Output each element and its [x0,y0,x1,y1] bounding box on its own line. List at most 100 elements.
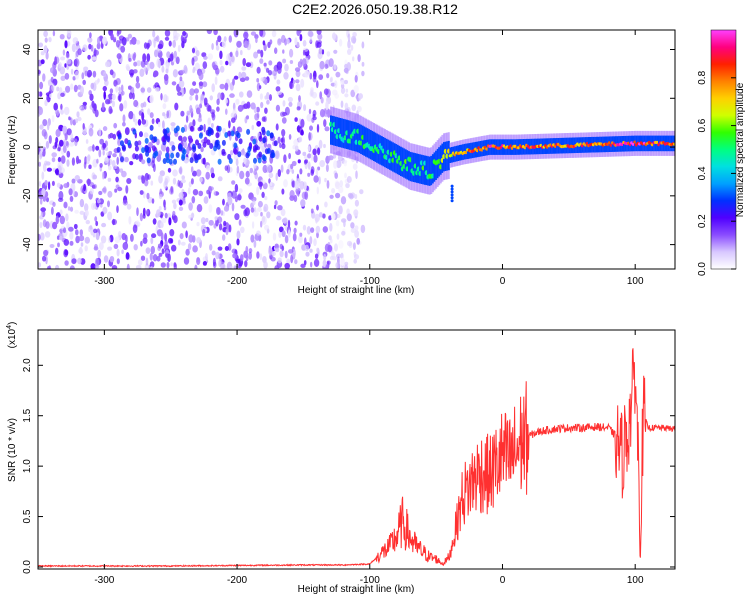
noise-cell [260,77,265,82]
noise-cell [163,199,166,208]
noise-cell [107,200,110,208]
noise-cell [46,167,53,172]
noise-cell [158,193,163,200]
noise-cell [55,215,59,225]
noise-cell [293,139,299,147]
noise-cell [235,98,240,105]
noise-cell [162,120,165,129]
noise-cell [231,117,236,123]
noise-cell [178,192,184,199]
noise-cell [147,108,151,115]
noise-cell [210,172,215,179]
noise-cell [226,164,231,174]
noise-cell [257,200,263,208]
noise-cell [107,236,111,244]
noise-cell [189,157,194,164]
noise-cell [231,190,237,199]
noise-cell [359,189,364,195]
noise-cell [248,251,252,260]
noise-cell [269,181,273,186]
noise-cell [281,230,286,238]
noise-cell [214,216,219,221]
noise-cell [93,184,97,189]
noise-cell [275,172,278,181]
noise-cell [314,253,319,259]
noise-cell [166,213,171,219]
noise-cell [196,257,201,265]
noise-cell [262,40,266,46]
noise-cell [262,137,267,144]
noise-cell [284,262,290,269]
noise-cell [117,133,122,140]
noise-cell [313,238,317,247]
noise-cell [87,73,92,78]
noise-cell [307,145,311,152]
noise-cell [318,212,323,218]
noise-cell [207,117,211,126]
noise-cell [95,220,99,227]
noise-cell [66,221,70,230]
noise-cell [119,152,122,158]
noise-cell [253,163,257,169]
noise-cell [293,194,298,203]
noise-cell [335,220,340,227]
noise-cell [317,166,321,171]
noise-cell [98,149,102,158]
noise-cell [299,180,305,190]
noise-cell [146,53,151,62]
noise-cell [75,235,80,244]
ridge-band [369,130,372,160]
noise-cell [352,163,358,170]
ridge-band [363,126,366,156]
noise-cell [173,262,177,268]
noise-cell [98,190,103,196]
noise-cell [101,102,105,111]
noise-cell [252,200,256,206]
noise-cell [198,132,203,139]
noise-cell [286,169,290,175]
noise-cell [293,227,297,234]
noise-cell [63,106,70,116]
noise-cell [230,150,234,156]
noise-cell [38,262,42,268]
noise-cell [143,191,146,199]
noise-cell [307,30,314,37]
noise-cell [296,30,301,37]
noise-cell [358,93,363,100]
noise-cell [102,36,107,46]
noise-cell [42,255,47,262]
noise-cell [163,74,169,81]
noise-cell [186,146,190,155]
noise-cell [256,120,262,127]
noise-cell [274,247,280,253]
ridge-band [395,144,398,174]
noise-cell [309,36,313,44]
noise-cell [313,175,319,183]
noise-cell [229,60,232,67]
noise-cell [206,139,211,146]
noise-cell [253,51,259,59]
noise-cell [256,106,260,113]
ridge-band [408,151,410,181]
noise-cell [134,118,138,126]
noise-cell [154,49,159,58]
ridge-tail [450,196,454,200]
noise-cell [192,235,196,243]
noise-cell [277,169,281,177]
noise-cell [354,194,358,199]
noise-cell [228,35,232,43]
noise-cell [38,42,44,48]
noise-cell [44,231,51,238]
colorbar-ticks: 0.0 0.2 0.4 0.6 0.8 [697,70,736,276]
noise-cell [62,125,68,134]
noise-cell [261,191,265,198]
noise-cell [172,177,177,185]
noise-cell [228,224,232,233]
noise-cell [340,196,347,205]
noise-cell [205,253,208,261]
noise-cell [206,30,213,35]
noise-cell [100,235,107,244]
noise-cell [344,102,349,111]
noise-cell [236,40,242,48]
noise-cell [90,263,96,269]
